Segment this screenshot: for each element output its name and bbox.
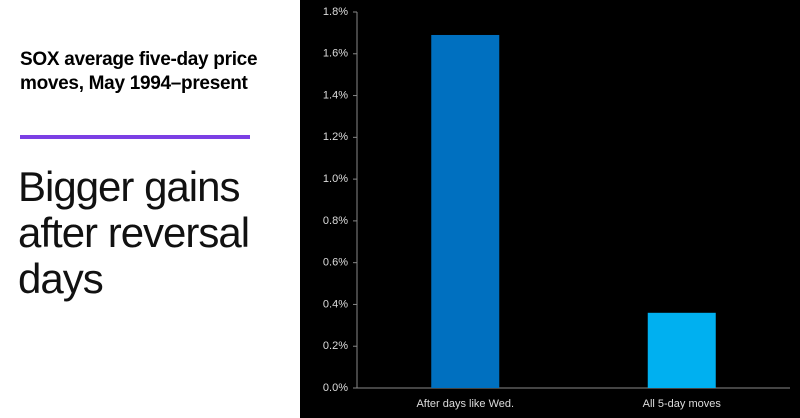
y-tick-label: 0.4% <box>323 298 348 310</box>
title-rule <box>20 135 250 139</box>
y-tick-label: 1.4% <box>323 89 348 101</box>
y-tick-label: 1.6% <box>323 48 348 60</box>
bar <box>431 34 500 388</box>
x-tick-label: After days like Wed. <box>416 398 514 410</box>
chart-title: SOX average five-day price moves, May 19… <box>20 49 258 94</box>
y-tick-label: 1.2% <box>323 131 348 143</box>
y-tick-label: 1.8% <box>323 6 348 18</box>
chart: 0.0% 0.2% 0.4% 0.6% 0.8% 1.0% 1.2% 1.4% 1.6% 1.8%… <box>300 0 800 418</box>
y-tick-label: 0.2% <box>323 340 348 352</box>
y-tick-label: 0.0% <box>323 382 348 394</box>
headline: Bigger gains after reversal days <box>18 163 250 302</box>
x-tick-label: All 5-day moves <box>643 398 722 410</box>
y-tick-label: 0.8% <box>323 215 348 227</box>
bar <box>647 312 716 388</box>
y-tick-label: 1.0% <box>323 173 348 185</box>
y-tick-label: 0.6% <box>323 257 348 269</box>
